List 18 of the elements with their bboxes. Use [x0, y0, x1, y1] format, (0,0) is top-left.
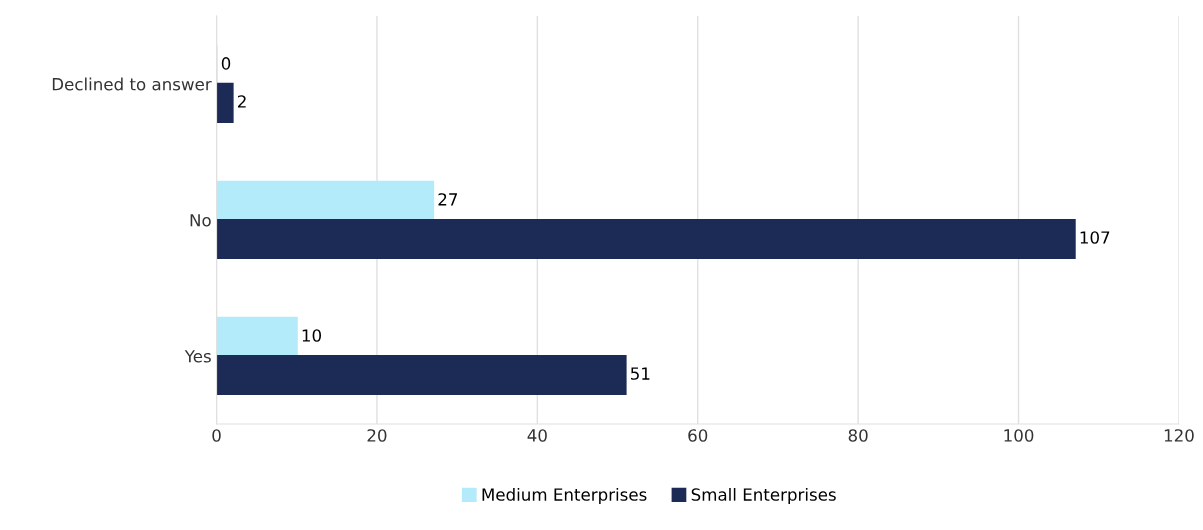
y-tick-label: No: [190, 214, 211, 227]
y-tick-label: Yes: [184, 350, 211, 363]
x-tick-label: 60: [688, 429, 708, 442]
data-label: 0: [221, 57, 231, 70]
data-label: 107: [1080, 231, 1110, 244]
x-tick-label: 20: [367, 429, 387, 442]
legend-label: Medium Enterprises: [482, 487, 647, 505]
y-tick-label: Declined to answer: [52, 77, 212, 91]
x-tick-label: 120: [1164, 429, 1194, 442]
data-label: 10: [302, 329, 322, 342]
x-tick-label: 80: [848, 429, 868, 442]
data-label: 51: [631, 367, 650, 380]
x-tick-label: 0: [212, 429, 221, 442]
x-tick-label: 40: [527, 429, 547, 442]
legend-label: Small Enterprises: [691, 487, 836, 505]
data-label: 2: [237, 95, 246, 108]
x-tick-label: 100: [1004, 429, 1034, 442]
data-label: 27: [438, 193, 458, 206]
